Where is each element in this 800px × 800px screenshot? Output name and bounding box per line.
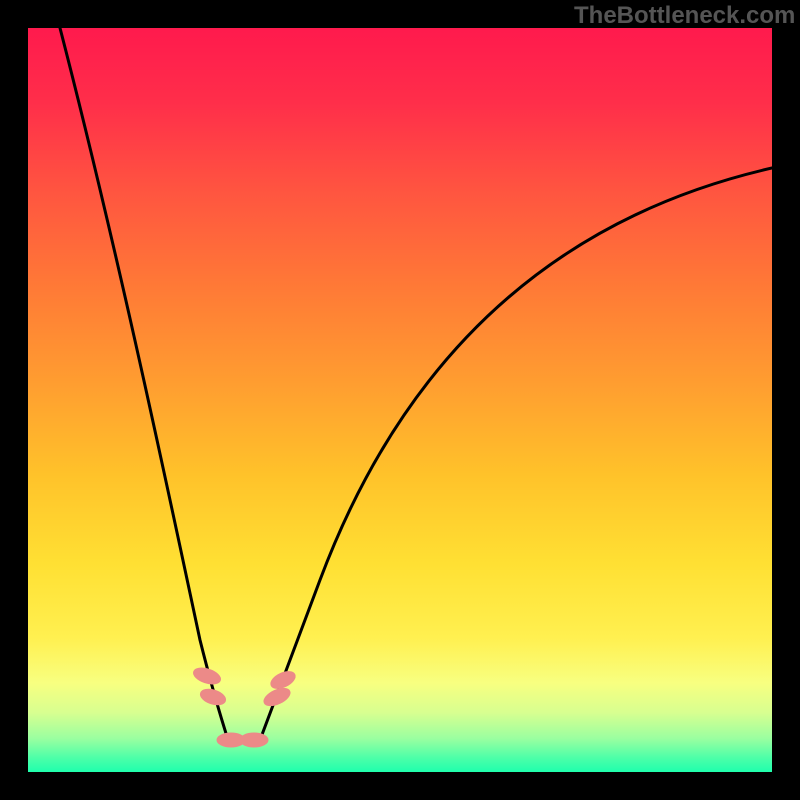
chart-svg [0, 0, 800, 800]
gradient-background [28, 28, 772, 772]
chart-container: TheBottleneck.com [0, 0, 800, 800]
marker [240, 733, 268, 747]
watermark-text: TheBottleneck.com [574, 2, 795, 30]
